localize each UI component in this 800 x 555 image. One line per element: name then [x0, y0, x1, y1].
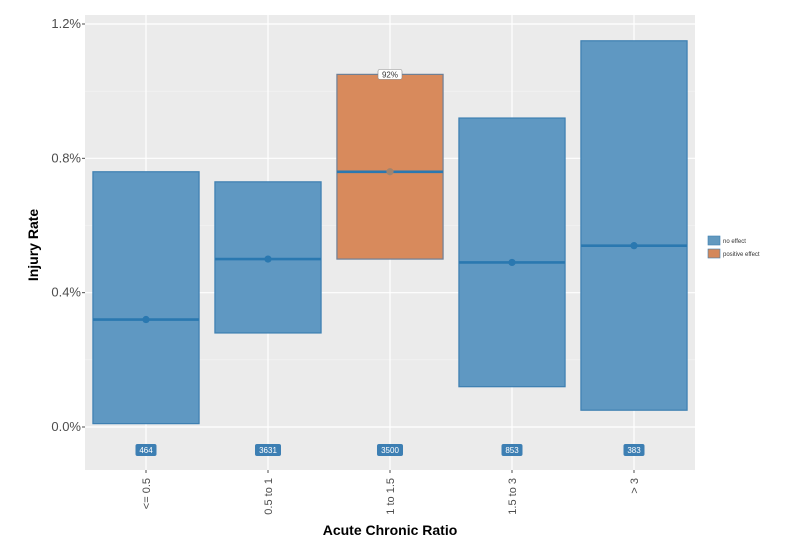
y-tick-label: 1.2%	[51, 16, 81, 31]
y-tick-label: 0.8%	[51, 150, 81, 165]
y-tick-label: 0.0%	[51, 419, 81, 434]
count-label-bg	[135, 444, 157, 456]
x-tick-label: 1.5 to 3	[507, 478, 519, 515]
crossbar-point	[508, 258, 516, 267]
crossbar-box	[336, 73, 444, 260]
count-label: 3500	[377, 444, 403, 456]
legend: no effect positive effect	[707, 235, 760, 259]
count-labels: 464 3631 3500 853 383	[135, 444, 645, 456]
count-label-text: 3500	[381, 446, 399, 455]
legend-label: positive effect	[723, 252, 760, 258]
crossbar-point	[142, 315, 150, 324]
count-label-text: 853	[505, 446, 519, 455]
count-label: 3631	[255, 444, 281, 456]
count-label-bg	[501, 444, 523, 456]
count-label: 853	[501, 444, 523, 456]
bar-annotation-box	[377, 69, 403, 80]
x-tick-label: 0.5 to 1	[263, 478, 275, 515]
count-label-text: 464	[139, 446, 153, 455]
count-label: 464	[135, 444, 157, 456]
crossbar-point	[630, 242, 638, 250]
x-tick-label: <= 0.5	[141, 478, 153, 509]
y-axis-ticks: 0.0% 0.4% 0.8% 1.2%	[51, 16, 85, 434]
legend-label: no effect	[723, 239, 746, 245]
legend-swatch	[707, 235, 721, 246]
count-label-bg	[377, 444, 403, 456]
crossbar-box	[458, 117, 566, 388]
x-tick-label: 1 to 1.5	[385, 478, 397, 515]
x-tick-label: > 3	[629, 478, 641, 494]
x-axis-ticks: <= 0.5 0.5 to 1 1 to 1.5 1.5 to 3 > 3	[141, 470, 641, 515]
count-label: 383	[623, 444, 645, 456]
y-tick-label: 0.4%	[51, 285, 81, 300]
bars-layer: 92%	[92, 40, 688, 425]
crossbar-box	[580, 40, 688, 411]
count-label-text: 383	[627, 446, 641, 455]
legend-swatch	[707, 248, 721, 259]
x-axis-title: Acute Chronic Ratio	[323, 522, 458, 538]
count-label-bg	[255, 444, 281, 456]
crossbar-point	[386, 168, 394, 176]
y-axis-title: Injury Rate	[25, 209, 41, 282]
count-label-bg	[623, 444, 645, 456]
count-label-text: 3631	[259, 446, 277, 455]
bar-annotation-text: 92%	[382, 70, 398, 79]
crossbar-point	[264, 255, 272, 263]
crossbar-box	[92, 171, 200, 425]
bar-annotation: 92%	[377, 69, 403, 80]
